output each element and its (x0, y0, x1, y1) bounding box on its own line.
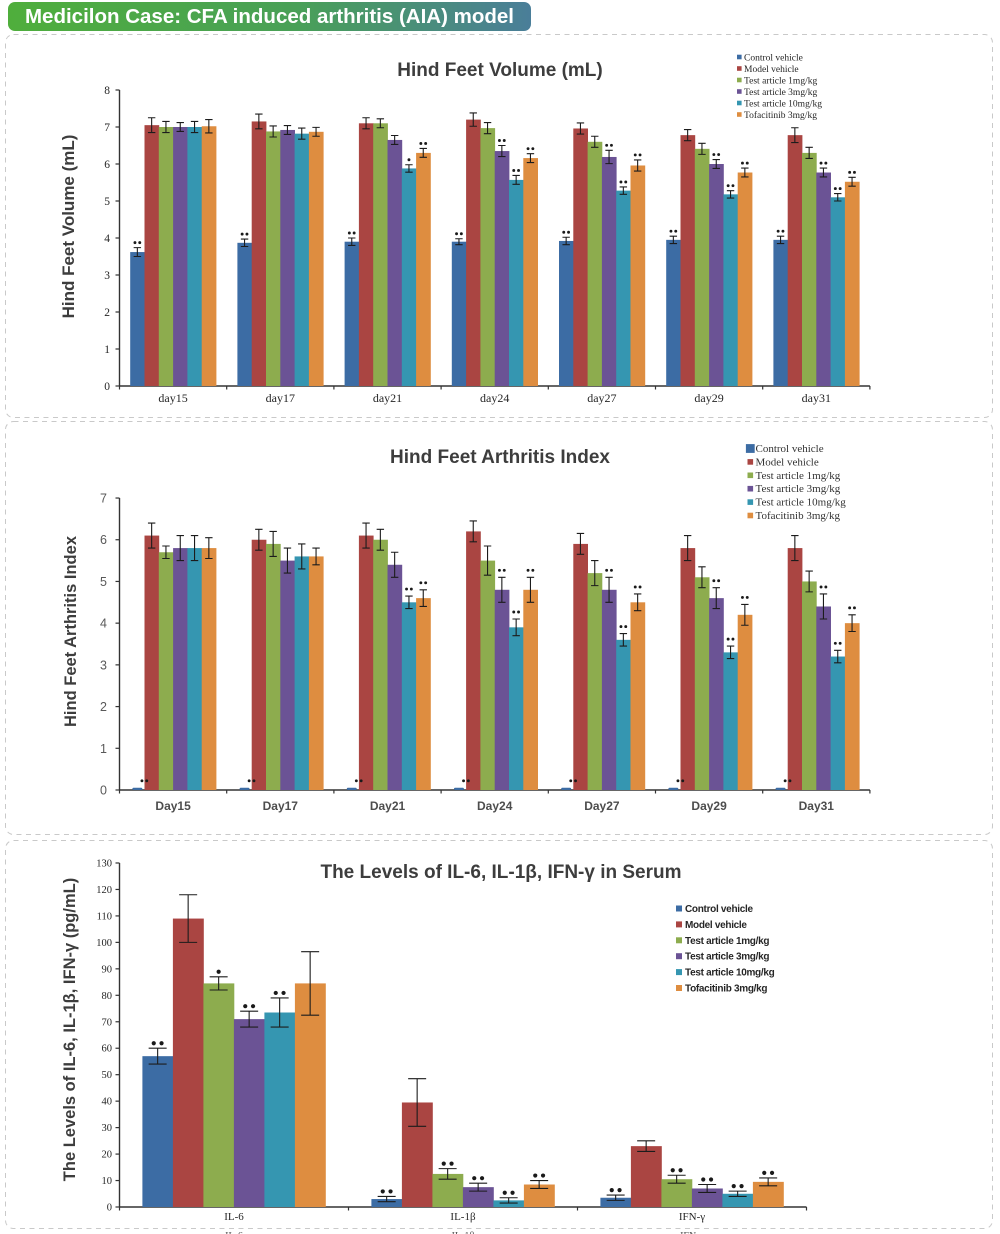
svg-text:6: 6 (104, 159, 110, 171)
svg-text:Day27: Day27 (584, 799, 620, 813)
svg-text:7: 7 (104, 122, 110, 134)
svg-text:90: 90 (102, 964, 113, 975)
svg-text:Test article 3mg/kg: Test article 3mg/kg (685, 952, 769, 963)
svg-text:10: 10 (102, 1176, 113, 1187)
svg-text:1: 1 (104, 344, 110, 356)
svg-text:IL-6: IL-6 (225, 1231, 243, 1234)
svg-text:Test article 10mg/kg: Test article 10mg/kg (685, 968, 775, 979)
svg-text:Day29: Day29 (691, 799, 727, 813)
svg-text:Hind Feet Arthritis Index: Hind Feet Arthritis Index (390, 447, 610, 468)
svg-text:3: 3 (104, 270, 110, 282)
svg-text:Control vehicle: Control vehicle (756, 443, 824, 455)
svg-text:1: 1 (100, 742, 107, 756)
svg-text:Test article 10mg/kg: Test article 10mg/kg (756, 497, 847, 509)
svg-text:The Levels of IL-6, IL-1β, IFN: The Levels of IL-6, IL-1β, IFN-γ in Seru… (320, 862, 681, 883)
svg-text:7: 7 (100, 492, 107, 506)
svg-text:day24: day24 (480, 391, 509, 405)
svg-text:8: 8 (104, 85, 110, 97)
svg-text:Tofacitinib 3mg/kg: Tofacitinib 3mg/kg (756, 510, 841, 522)
svg-text:IL-1β: IL-1β (450, 1211, 476, 1223)
svg-text:130: 130 (96, 859, 112, 870)
svg-text:6: 6 (100, 533, 107, 547)
svg-text:Day15: Day15 (155, 799, 191, 813)
svg-text:Test article 1mg/kg: Test article 1mg/kg (685, 936, 769, 947)
svg-text:IFN-γ: IFN-γ (679, 1211, 705, 1223)
svg-text:The Levels of IL-6, IL-1β, IFN: The Levels of IL-6, IL-1β, IFN-γ (pg/mL) (61, 878, 79, 1181)
svg-text:Model vehicle: Model vehicle (756, 456, 819, 468)
svg-text:Day17: Day17 (263, 799, 299, 813)
svg-text:IL-1β: IL-1β (452, 1231, 475, 1234)
svg-text:Test article 1mg/kg: Test article 1mg/kg (744, 77, 817, 87)
svg-text:Control vehicle: Control vehicle (744, 54, 803, 64)
svg-text:Tofacitinib 3mg/kg: Tofacitinib 3mg/kg (685, 984, 767, 995)
svg-text:day27: day27 (587, 391, 616, 405)
svg-text:Hind Feet Arthritis Index: Hind Feet Arthritis Index (62, 535, 80, 727)
svg-text:Test article 1mg/kg: Test article 1mg/kg (756, 470, 841, 482)
svg-text:IFN-γ: IFN-γ (680, 1231, 704, 1234)
svg-text:0: 0 (104, 381, 110, 393)
svg-text:day15: day15 (158, 391, 187, 405)
svg-text:30: 30 (102, 1123, 113, 1134)
svg-text:5: 5 (100, 575, 107, 589)
svg-text:100: 100 (96, 938, 112, 949)
svg-text:Model vehicle: Model vehicle (744, 65, 799, 75)
svg-text:4: 4 (104, 233, 110, 245)
svg-text:0: 0 (100, 784, 107, 798)
svg-text:110: 110 (97, 911, 112, 922)
svg-text:60: 60 (102, 1044, 113, 1055)
svg-text:Day31: Day31 (799, 799, 835, 813)
svg-text:Hind Feet Volume (mL): Hind Feet Volume (mL) (59, 135, 78, 319)
svg-text:2: 2 (100, 700, 107, 714)
svg-text:Tofacitinib 3mg/kg: Tofacitinib 3mg/kg (744, 110, 817, 121)
svg-text:4: 4 (100, 617, 107, 631)
svg-text:120: 120 (96, 885, 112, 896)
svg-text:day29: day29 (694, 391, 723, 405)
svg-text:3: 3 (100, 658, 107, 672)
svg-text:50: 50 (102, 1070, 113, 1081)
svg-text:40: 40 (102, 1097, 113, 1108)
svg-text:Model vehicle: Model vehicle (685, 920, 747, 931)
svg-text:day21: day21 (373, 391, 402, 405)
svg-text:5: 5 (104, 196, 110, 208)
svg-text:Test article 3mg/kg: Test article 3mg/kg (756, 483, 841, 495)
svg-text:0: 0 (107, 1203, 112, 1214)
svg-text:Hind Feet Volume (mL): Hind Feet Volume (mL) (397, 60, 602, 81)
svg-text:Test article 10mg/kg: Test article 10mg/kg (744, 100, 822, 110)
svg-text:2: 2 (104, 307, 110, 319)
svg-text:Test article 3mg/kg: Test article 3mg/kg (744, 88, 817, 98)
svg-text:IL-6: IL-6 (224, 1211, 244, 1223)
svg-text:Day21: Day21 (370, 799, 406, 813)
svg-text:70: 70 (102, 1017, 113, 1028)
svg-text:day17: day17 (266, 391, 295, 405)
svg-text:day31: day31 (802, 391, 831, 405)
svg-text:Control vehicle: Control vehicle (685, 904, 753, 915)
svg-text:20: 20 (102, 1150, 113, 1161)
svg-text:Day24: Day24 (477, 799, 513, 813)
svg-text:80: 80 (102, 991, 113, 1002)
